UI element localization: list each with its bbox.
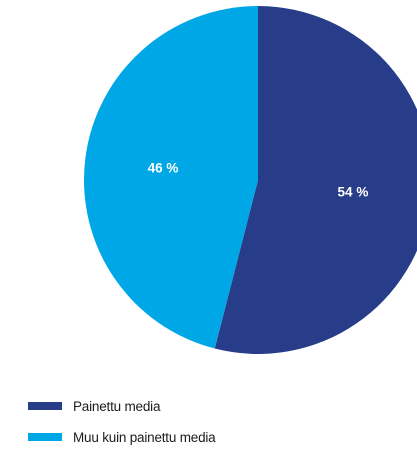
legend-swatch-painettu-media — [28, 402, 62, 410]
pie-slice-painettu-media — [214, 6, 417, 354]
legend-label-painettu-media: Painettu media — [73, 398, 161, 414]
legend-item-painettu-media: Painettu media — [28, 396, 216, 416]
chart-legend: Painettu media Muu kuin painettu media — [28, 396, 216, 458]
slice-value-label-muu-kuin-painettu-media: 46 % — [148, 161, 179, 176]
pie-slice-muu-kuin-painettu-media — [83, 6, 258, 349]
legend-item-muu-kuin-painettu-media: Muu kuin painettu media — [28, 427, 216, 447]
legend-label-muu-kuin-painettu-media: Muu kuin painettu media — [73, 429, 216, 445]
legend-swatch-muu-kuin-painettu-media — [28, 433, 62, 441]
slice-value-label-painettu-media: 54 % — [338, 184, 369, 199]
